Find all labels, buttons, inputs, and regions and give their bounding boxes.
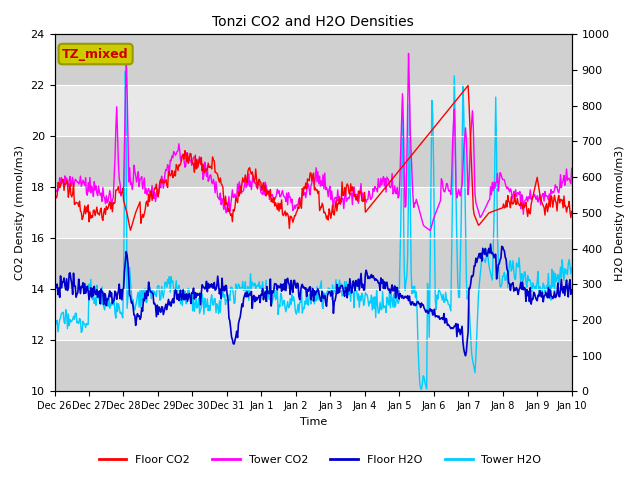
Bar: [54, 239, 572, 289]
Bar: [54, 289, 572, 340]
Title: Tonzi CO2 and H2O Densities: Tonzi CO2 and H2O Densities: [212, 15, 414, 29]
Bar: [54, 340, 572, 391]
Bar: [54, 187, 572, 239]
Bar: [54, 35, 572, 85]
Text: TZ_mixed: TZ_mixed: [62, 48, 129, 60]
Y-axis label: CO2 Density (mmol/m3): CO2 Density (mmol/m3): [15, 145, 25, 280]
Y-axis label: H2O Density (mmol/m3): H2O Density (mmol/m3): [615, 145, 625, 281]
Bar: [54, 136, 572, 187]
Bar: [54, 85, 572, 136]
X-axis label: Time: Time: [300, 417, 327, 427]
Legend: Floor CO2, Tower CO2, Floor H2O, Tower H2O: Floor CO2, Tower CO2, Floor H2O, Tower H…: [94, 451, 546, 469]
